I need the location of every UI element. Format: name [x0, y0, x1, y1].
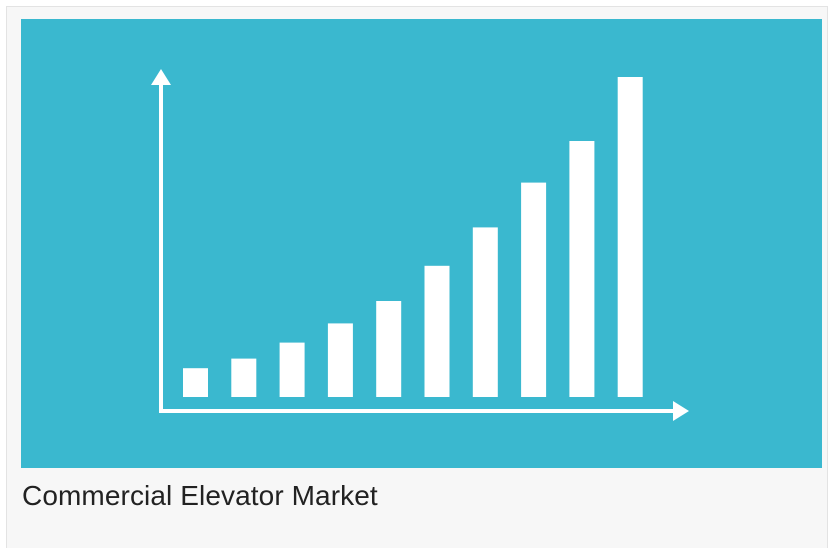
- x-axis-arrow: [673, 401, 689, 421]
- chart-bar: [327, 323, 353, 397]
- chart-bar: [376, 301, 402, 397]
- y-axis-line: [159, 81, 163, 413]
- chart-bar: [183, 368, 208, 397]
- report-thumbnail[interactable]: [21, 19, 822, 468]
- x-axis-line: [159, 409, 677, 413]
- chart-bar: [617, 77, 643, 397]
- report-title[interactable]: Commercial Elevator Market: [22, 480, 378, 511]
- thumbnail-background: [21, 19, 822, 468]
- chart-bar: [231, 358, 257, 397]
- chart-bar: [424, 265, 450, 397]
- chart-bar: [279, 342, 305, 397]
- chart-axes: [151, 69, 689, 421]
- chart-bar: [521, 182, 547, 397]
- chart-bars: [183, 77, 643, 397]
- chart-bar: [472, 227, 498, 397]
- report-card[interactable]: Commercial Elevator Market: [6, 6, 828, 548]
- y-axis-arrow: [151, 69, 171, 85]
- chart-bar: [569, 141, 595, 397]
- bar-chart-growth-icon: [21, 19, 822, 468]
